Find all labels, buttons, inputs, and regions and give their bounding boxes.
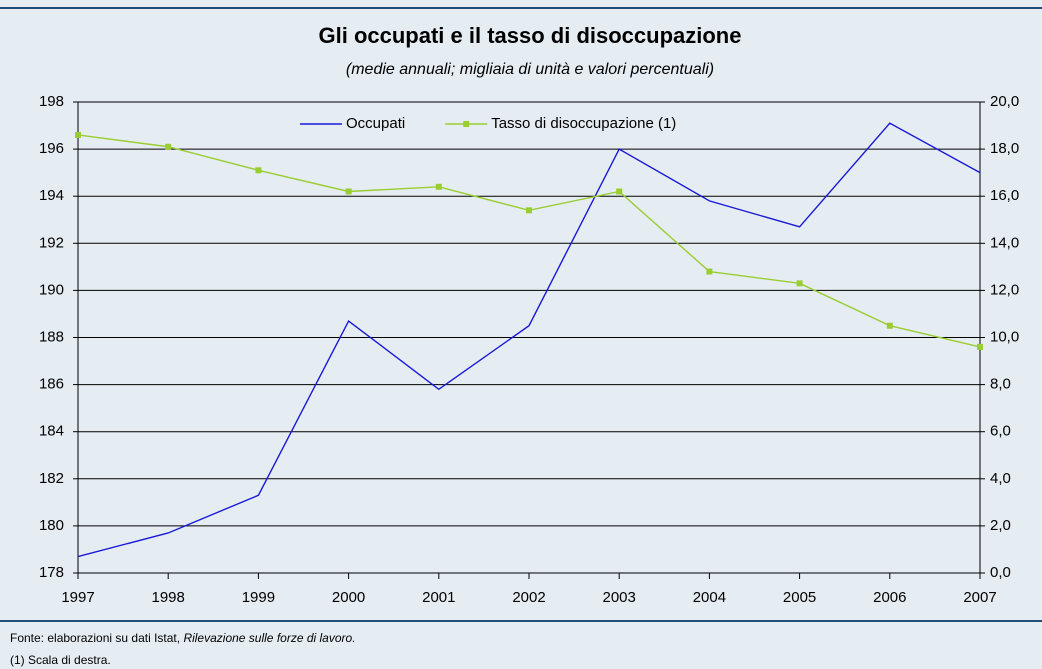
y2-tick-label: 6,0: [990, 423, 1011, 440]
chart-subtitle: (medie annuali; migliaia di unità e valo…: [346, 61, 714, 78]
y-tick-label: 182: [39, 470, 64, 487]
y2-tick-label: 0,0: [990, 564, 1011, 581]
x-tick-label: 2005: [783, 589, 816, 606]
x-tick-label: 1999: [242, 589, 275, 606]
source-note: Fonte: elaborazioni su dati Istat, Rilev…: [10, 631, 356, 645]
y2-tick-label: 14,0: [990, 234, 1019, 251]
y-tick-label: 194: [39, 187, 64, 204]
y-tick-label: 188: [39, 328, 64, 345]
legend-label: Occupati: [346, 115, 405, 132]
y2-tick-label: 4,0: [990, 470, 1011, 487]
x-tick-label: 2006: [873, 589, 906, 606]
x-tick-label: 2003: [603, 589, 636, 606]
series-marker: [165, 143, 172, 150]
legend-marker: [463, 121, 470, 127]
x-tick-label: 2004: [693, 589, 726, 606]
y2-tick-label: 10,0: [990, 328, 1019, 345]
source-italic: Rilevazione sulle forze di lavoro.: [183, 631, 355, 645]
y2-tick-label: 2,0: [990, 517, 1011, 534]
y2-tick-label: 12,0: [990, 281, 1019, 298]
series-marker: [796, 280, 803, 287]
x-tick-label: 2000: [332, 589, 365, 606]
series-line: [77, 122, 981, 558]
y2-tick-label: 20,0: [990, 93, 1019, 110]
x-tick-label: 2001: [422, 589, 455, 606]
y-tick-label: 196: [39, 140, 64, 157]
series-marker: [977, 343, 983, 350]
legend-label: Tasso di disoccupazione (1): [491, 115, 676, 132]
x-tick-label: 2002: [512, 589, 545, 606]
series-marker: [255, 167, 262, 174]
series-marker: [706, 268, 713, 275]
series-marker: [526, 207, 532, 214]
y2-tick-label: 8,0: [990, 376, 1011, 393]
y-tick-label: 178: [39, 564, 64, 581]
x-tick-label: 1997: [61, 589, 94, 606]
y-tick-label: 180: [39, 517, 64, 534]
y-tick-label: 190: [39, 281, 64, 298]
series-line: [77, 134, 981, 348]
y-tick-label: 184: [39, 423, 64, 440]
y-tick-label: 198: [39, 93, 64, 110]
series-marker: [616, 188, 623, 195]
y2-tick-label: 18,0: [990, 140, 1019, 157]
series-marker: [435, 183, 442, 190]
series-marker: [75, 131, 81, 138]
x-tick-label: 2007: [963, 589, 996, 606]
y-tick-label: 186: [39, 376, 64, 393]
series-marker: [345, 188, 352, 195]
y-tick-label: 192: [39, 234, 64, 251]
source-text: Fonte: elaborazioni su dati Istat,: [10, 631, 183, 645]
series-marker: [886, 322, 893, 329]
chart-title: Gli occupati e il tasso di disoccupazion…: [319, 23, 742, 48]
y2-tick-label: 16,0: [990, 187, 1019, 204]
x-tick-label: 1998: [152, 589, 185, 606]
scale-note: (1) Scala di destra.: [10, 653, 111, 667]
